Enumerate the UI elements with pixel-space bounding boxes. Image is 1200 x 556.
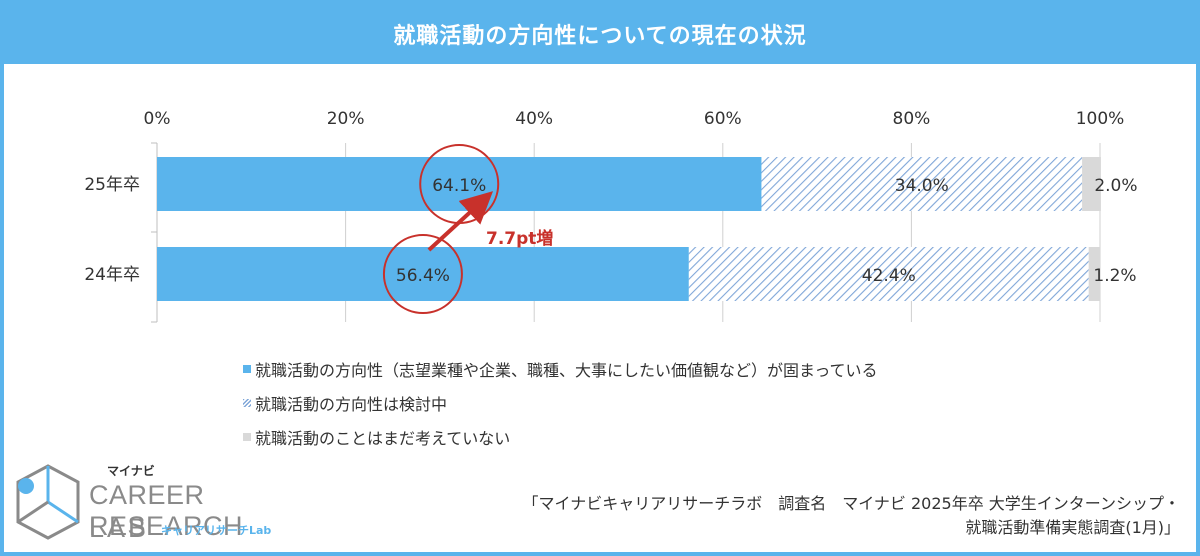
data-label: 2.0%: [1094, 176, 1137, 196]
data-label: 64.1%: [432, 176, 486, 196]
source-line-1: 「マイナビキャリアリサーチラボ 調査名 マイナビ 2025年卒 大学生インターン…: [522, 494, 1180, 513]
increase-annotation: 7.7pt増: [486, 228, 553, 249]
highlight-circle: [382, 234, 463, 314]
data-label: 34.0%: [895, 176, 949, 196]
legend-label-not-yet: 就職活動のことはまだ考えていない: [255, 429, 511, 448]
increase-arrow: [427, 191, 494, 252]
x-tick-label: 80%: [893, 109, 931, 129]
logo-career-research-text: CAREER RESEARCH: [89, 480, 244, 541]
legend-item-considering: 就職活動の方向性は検討中: [243, 386, 878, 420]
chart-title: 就職活動の方向性についての現在の状況: [393, 24, 807, 49]
data-label: 1.2%: [1093, 266, 1136, 286]
legend-swatch-grey: [243, 433, 251, 441]
career-research-lab-logo: マイナビ CAREER RESEARCH LAB キャリアリサーチLab: [16, 460, 336, 550]
bar-segment: [157, 247, 689, 301]
x-tick-label: 0%: [144, 109, 171, 129]
bar-segment: [1082, 157, 1101, 211]
legend-item-not-yet: 就職活動のことはまだ考えていない: [243, 420, 878, 454]
legend-swatch-solid: [243, 365, 251, 373]
bar-segment: [761, 157, 1083, 211]
logo-mynavi-text: マイナビ: [107, 464, 155, 478]
x-tick-label: 60%: [704, 109, 742, 129]
legend-item-decided: 就職活動の方向性（志望業種や企業、職種、大事にしたい価値観など）が固まっている: [243, 352, 878, 386]
bar-segment: [688, 247, 1089, 301]
x-tick-label: 100%: [1076, 109, 1125, 129]
category-label: 24年卒: [84, 265, 140, 285]
category-label: 25年卒: [84, 175, 140, 195]
logo-subtitle: キャリアリサーチLab: [161, 524, 272, 537]
x-tick-label: 40%: [515, 109, 553, 129]
title-bar: 就職活動の方向性についての現在の状況: [4, 4, 1196, 64]
legend-label-considering: 就職活動の方向性は検討中: [255, 395, 448, 414]
source-note: 「マイナビキャリアリサーチラボ 調査名 マイナビ 2025年卒 大学生インターン…: [523, 492, 1180, 540]
logo-lab-text: LAB: [89, 513, 150, 543]
legend: 就職活動の方向性（志望業種や企業、職種、大事にしたい価値観など）が固まっている …: [243, 352, 878, 454]
x-tick-label: 20%: [327, 109, 365, 129]
data-label: 42.4%: [862, 266, 916, 286]
bar-segment: [1088, 247, 1100, 301]
source-line-2: 就職活動準備実態調査(1月)」: [965, 518, 1180, 537]
cube-logo-icon: [16, 464, 80, 540]
legend-label-decided: 就職活動の方向性（志望業種や企業、職種、大事にしたい価値観など）が固まっている: [255, 361, 878, 380]
legend-swatch-hatch: [243, 399, 251, 407]
data-label: 56.4%: [396, 266, 450, 286]
